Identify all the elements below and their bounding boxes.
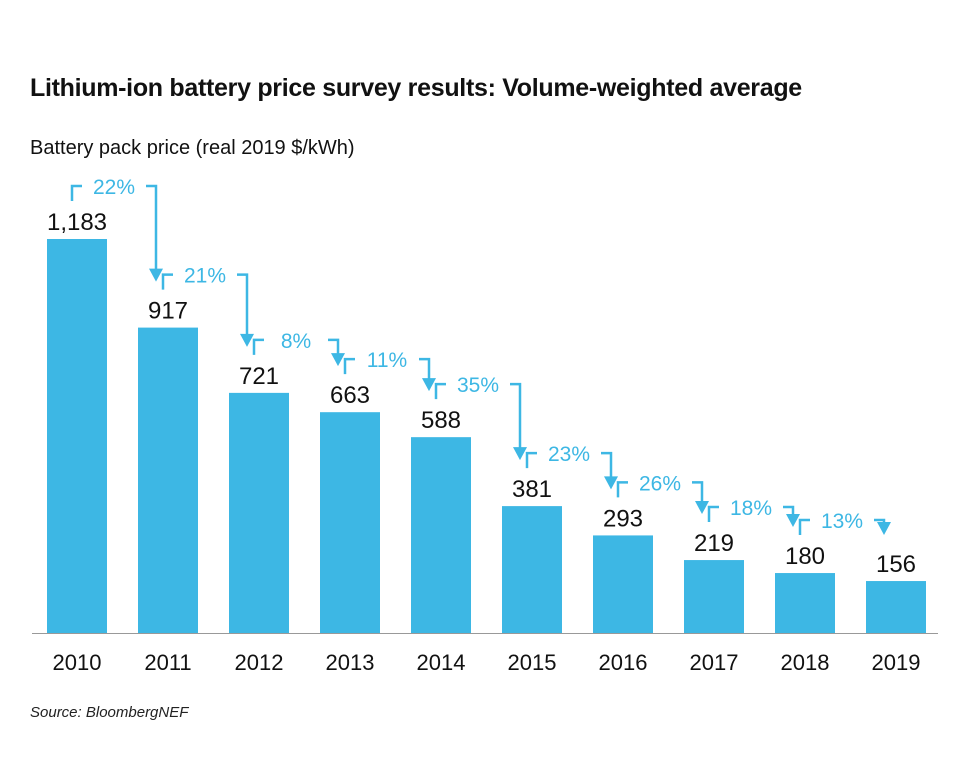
change-label: 23% [548, 443, 590, 466]
bar-2014 [411, 437, 471, 633]
bracket-right [328, 338, 340, 355]
chart-title: Lithium-ion battery price survey results… [30, 74, 802, 102]
arrow-head [240, 333, 254, 347]
arrow-head [786, 514, 800, 528]
x-tick-label: 2011 [144, 650, 191, 675]
arrow-head [422, 378, 436, 392]
x-tick-label: 2014 [417, 650, 466, 675]
bracket-right [419, 357, 431, 380]
bar-2011 [138, 327, 198, 633]
arrow-head [149, 268, 163, 282]
bracket-right [692, 481, 704, 503]
x-tick-label: 2010 [53, 650, 102, 675]
change-label: 8% [281, 330, 311, 353]
value-label: 219 [694, 530, 734, 557]
bracket-left [798, 518, 810, 536]
bracket-left [616, 481, 628, 498]
value-label: 588 [421, 407, 461, 434]
change-label: 21% [184, 265, 226, 288]
x-tick-label: 2017 [690, 650, 739, 675]
bracket-right [601, 451, 613, 478]
bracket-left [252, 338, 264, 355]
x-tick-label: 2013 [326, 650, 375, 675]
x-tick-label: 2019 [872, 650, 921, 675]
bar-2015 [502, 506, 562, 633]
value-label: 381 [512, 476, 552, 503]
bracket-left [707, 505, 719, 523]
x-tick-label: 2016 [599, 650, 648, 675]
bracket-left [70, 184, 82, 201]
bracket-right [237, 273, 249, 335]
value-label: 917 [148, 298, 188, 325]
change-label: 13% [821, 510, 863, 533]
change-label: 22% [93, 176, 135, 199]
bar-2018 [775, 573, 835, 633]
arrow-head [877, 522, 891, 536]
value-label: 663 [330, 382, 370, 409]
y-axis-label: Battery pack price (real 2019 $/kWh) [30, 137, 355, 159]
x-tick-label: 2018 [781, 650, 830, 675]
value-label: 1,183 [47, 209, 107, 236]
change-label: 26% [639, 472, 681, 495]
x-tick-label: 2012 [235, 650, 284, 675]
bar-2017 [684, 560, 744, 633]
source-note: Source: BloombergNEF [30, 704, 189, 721]
bar-2010 [47, 239, 107, 633]
arrow-head [331, 353, 345, 367]
change-label: 35% [457, 374, 499, 397]
arrow-head [604, 476, 618, 490]
change-label: 11% [367, 349, 407, 372]
bracket-left [343, 357, 355, 375]
value-label: 180 [785, 543, 825, 570]
bar-2012 [229, 392, 289, 633]
bracket-left [525, 451, 537, 469]
value-label: 293 [603, 505, 643, 532]
bracket-right [146, 184, 158, 270]
x-tick-label: 2015 [508, 650, 557, 675]
value-label: 721 [239, 363, 279, 390]
change-label: 18% [730, 497, 772, 520]
value-label: 156 [876, 551, 916, 578]
arrow-head [513, 447, 527, 461]
bar-2016 [593, 535, 653, 633]
bracket-left [161, 273, 173, 290]
bracket-left [434, 382, 446, 400]
bar-2019 [866, 581, 926, 633]
bracket-right [510, 382, 522, 449]
bar-2013 [320, 412, 380, 633]
bracket-right [783, 505, 795, 516]
arrow-head [695, 501, 709, 515]
